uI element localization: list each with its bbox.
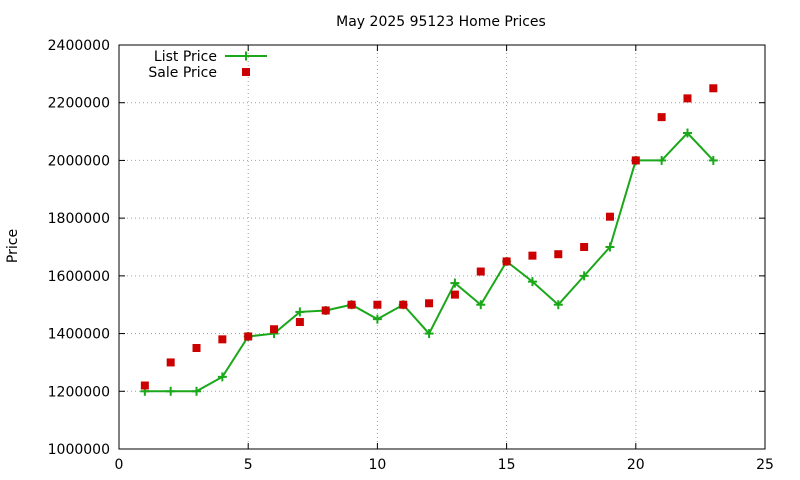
sale-price-point	[140, 381, 149, 390]
sale-price-point	[528, 251, 537, 260]
list-price-point	[192, 386, 202, 396]
x-tick-label: 20	[627, 457, 645, 473]
y-tick-label: 1200000	[48, 384, 110, 400]
y-tick-label: 1800000	[48, 211, 110, 227]
x-tick-label: 10	[368, 457, 386, 473]
sale-price-point	[373, 300, 382, 309]
sale-price-point	[605, 212, 614, 221]
list-price-point	[295, 307, 305, 317]
list-price-point	[476, 300, 486, 310]
list-price-point	[372, 314, 382, 324]
x-tick-label: 15	[498, 457, 516, 473]
x-tick-label: 25	[756, 457, 774, 473]
sale-price-point	[502, 257, 511, 266]
chart-title: May 2025 95123 Home Prices	[336, 14, 546, 30]
legend-label: Sale Price	[148, 65, 217, 81]
y-tick-label: 2400000	[48, 38, 110, 54]
list-price-point	[657, 155, 667, 165]
list-price-point	[424, 329, 434, 339]
list-price-point	[708, 155, 718, 165]
legend-entry: Sale Price	[148, 65, 250, 81]
list-price-point	[553, 300, 563, 310]
list-price-point	[682, 128, 692, 138]
list-price-point	[450, 278, 460, 288]
sale-price-point	[295, 318, 304, 327]
legend-entry: List Price	[154, 49, 267, 65]
sale-price-point	[347, 300, 356, 309]
axis-ticks: 0 5 10 15 20 25 1000000 1200000 1400000 1600000 18…	[48, 38, 774, 473]
sale-price-point	[450, 290, 459, 299]
legend-swatch-marker	[242, 68, 250, 76]
series-layer	[140, 84, 718, 396]
sale-price-point	[218, 335, 227, 344]
sale-price-point	[270, 325, 279, 334]
sale-price-point	[399, 300, 408, 309]
y-tick-label: 2200000	[48, 96, 110, 112]
legend-label: List Price	[154, 49, 217, 65]
sale-price-point	[425, 299, 434, 308]
list-price-point	[527, 277, 537, 287]
y-tick-label: 1000000	[48, 442, 110, 458]
list-price-point	[605, 242, 615, 252]
sale-price-point	[683, 94, 692, 103]
sale-price-point	[321, 306, 330, 315]
series-1	[140, 128, 718, 396]
sale-price-point	[244, 332, 253, 341]
list-price-point	[217, 372, 227, 382]
sale-price-point	[192, 344, 201, 352]
sale-price-point	[709, 84, 718, 93]
x-tick-label: 5	[244, 457, 253, 473]
sale-price-point	[657, 113, 666, 122]
y-tick-label: 1600000	[48, 269, 110, 285]
x-tick-label: 0	[115, 457, 124, 473]
sale-price-point	[580, 243, 589, 251]
sale-price-point	[166, 358, 175, 367]
y-tick-label: 2000000	[48, 153, 110, 169]
series-2	[140, 84, 718, 390]
sale-price-point	[631, 156, 640, 165]
legend-swatch-marker	[241, 51, 251, 61]
y-tick-label: 1400000	[48, 327, 110, 343]
y-axis-label: Price	[5, 229, 21, 263]
list-price-point	[166, 386, 176, 396]
list-price-point	[579, 271, 589, 281]
grid-lines	[119, 45, 765, 449]
list-price-line	[144, 131, 715, 393]
plot-frame	[118, 44, 766, 450]
sale-price-point	[476, 267, 485, 276]
sale-price-point	[554, 250, 563, 259]
